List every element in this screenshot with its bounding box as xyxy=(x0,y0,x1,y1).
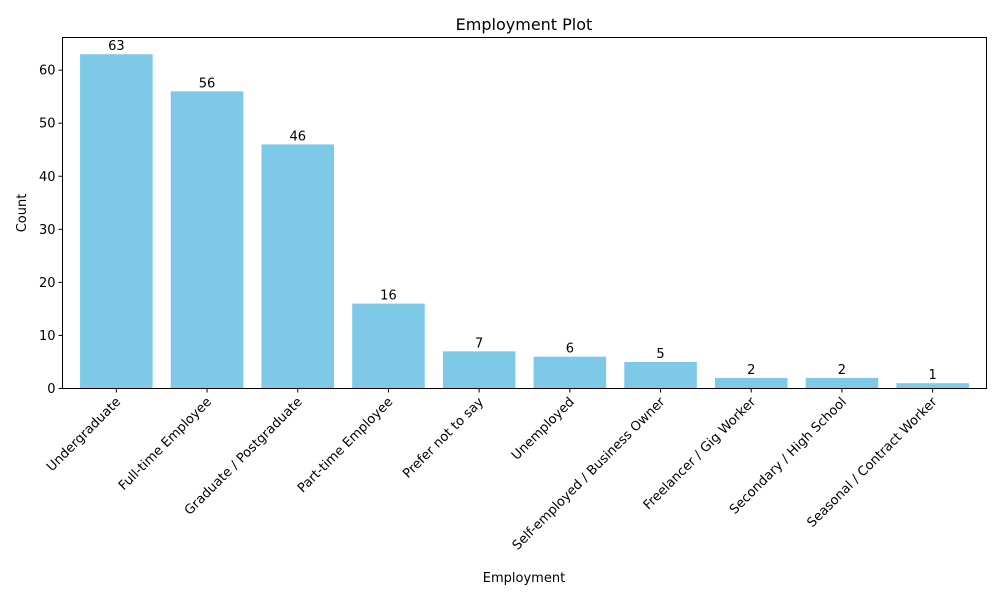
bar xyxy=(170,91,244,389)
bar-value-label: 1 xyxy=(929,368,937,383)
bar xyxy=(442,351,516,389)
y-tick-label: 20 xyxy=(39,276,56,291)
chart-title: Employment Plot xyxy=(456,15,593,34)
bar-value-label: 16 xyxy=(380,289,397,304)
x-tick-label: Self-employed / Business Owner xyxy=(510,394,669,553)
bar xyxy=(624,361,697,389)
y-tick-label: 60 xyxy=(39,64,56,79)
bar xyxy=(352,303,425,389)
bar-value-label: 2 xyxy=(747,363,755,378)
bar-value-label: 63 xyxy=(108,39,125,54)
y-tick-label: 10 xyxy=(39,329,56,344)
bar xyxy=(714,377,788,389)
x-tick-label: Unemployed xyxy=(509,395,578,464)
y-axis-ticks: 0 10 20 30 40 50 60 xyxy=(39,64,63,397)
plot-frame xyxy=(62,37,987,389)
bar-value-label: 5 xyxy=(656,347,664,362)
x-tick-label: Prefer not to say xyxy=(400,395,487,482)
bar xyxy=(261,144,335,389)
x-tick-label: Part-time Employee xyxy=(295,395,396,496)
y-tick-label: 30 xyxy=(39,223,56,238)
bar-value-label: 56 xyxy=(199,76,216,91)
x-axis-label: Employment xyxy=(483,571,565,586)
y-tick-label: 50 xyxy=(39,117,56,132)
y-axis-label: Count xyxy=(15,194,30,233)
bar-value-label: 2 xyxy=(838,363,846,378)
y-tick-label: 40 xyxy=(39,170,56,185)
bar-value-label: 46 xyxy=(289,129,306,144)
bar xyxy=(896,383,969,389)
bar-value-label: 6 xyxy=(566,342,574,357)
bar xyxy=(805,377,879,389)
y-tick-label: 0 xyxy=(47,382,55,397)
bar xyxy=(533,356,607,389)
bar-labels-group: 63 56 46 16 7 6 5 2 2 1 xyxy=(108,39,937,383)
bars-group xyxy=(80,54,969,389)
x-tick-label: Undergraduate xyxy=(44,395,124,475)
bar xyxy=(80,54,153,389)
x-tick-label: Full-time Employee xyxy=(116,395,215,494)
bar-value-label: 7 xyxy=(475,336,483,351)
